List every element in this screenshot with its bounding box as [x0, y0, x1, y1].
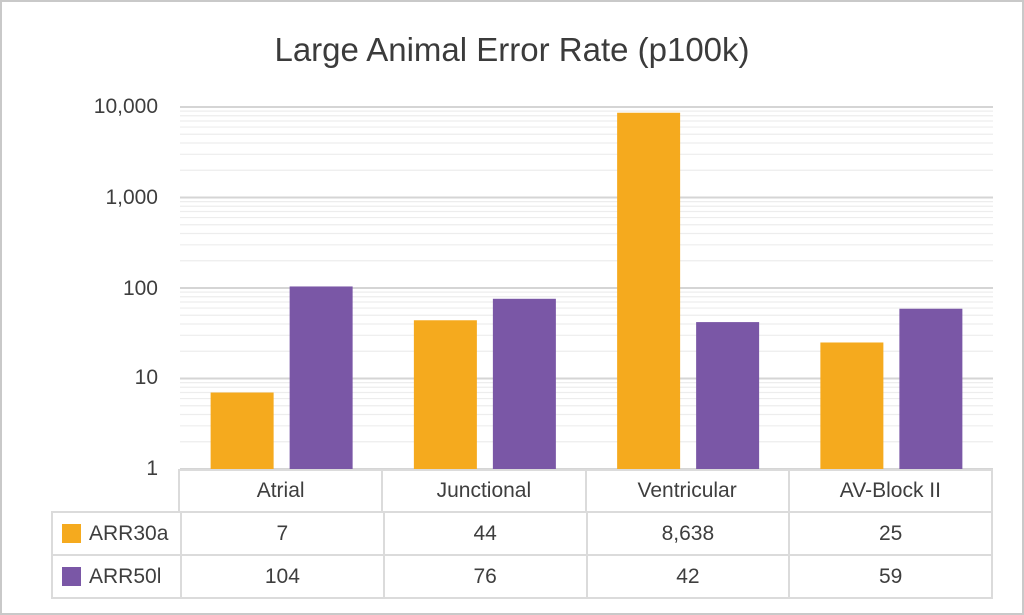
series-swatch-arr50l-icon: [62, 567, 81, 586]
category-header-junctional: Junctional: [381, 471, 584, 511]
y-tick-10: 10: [134, 366, 158, 389]
series-swatch-arr30a-icon: [62, 524, 81, 543]
y-tick-1000: 1,000: [105, 186, 158, 209]
category-header-av-block-ii: AV-Block II: [787, 471, 991, 511]
table-row-arr30a: ARR30a 7 44 8,638 25: [51, 511, 993, 556]
chart-title: Large Animal Error Rate (p100k): [274, 31, 750, 68]
value-arr30a-atrial: 7: [180, 513, 383, 554]
value-arr50l-av-block-ii: 59: [788, 556, 991, 597]
value-arr50l-atrial: 104: [180, 556, 383, 597]
y-tick-10000: 10,000: [93, 95, 158, 118]
value-arr50l-ventricular: 42: [585, 556, 789, 597]
value-arr30a-junctional: 44: [382, 513, 586, 554]
legend-cell-arr30a: ARR30a: [53, 513, 180, 554]
y-tick-1: 1: [146, 457, 158, 480]
value-arr30a-av-block-ii: 25: [788, 513, 991, 554]
y-tick-100: 100: [122, 277, 158, 300]
series-name-arr50l: ARR50l: [89, 564, 162, 588]
table-header-row: Atrial Junctional Ventricular AV-Block I…: [178, 469, 993, 513]
legend-cell-arr50l: ARR50l: [53, 556, 180, 597]
category-header-atrial: Atrial: [256, 479, 305, 502]
series-name-arr30a: ARR30a: [89, 521, 169, 545]
table-row-arr50l: ARR50l 104 76 42 59: [51, 554, 993, 599]
value-arr50l-junctional: 76: [382, 556, 586, 597]
category-header-ventricular: Ventricular: [584, 471, 788, 511]
value-arr30a-ventricular: 8,638: [585, 513, 789, 554]
